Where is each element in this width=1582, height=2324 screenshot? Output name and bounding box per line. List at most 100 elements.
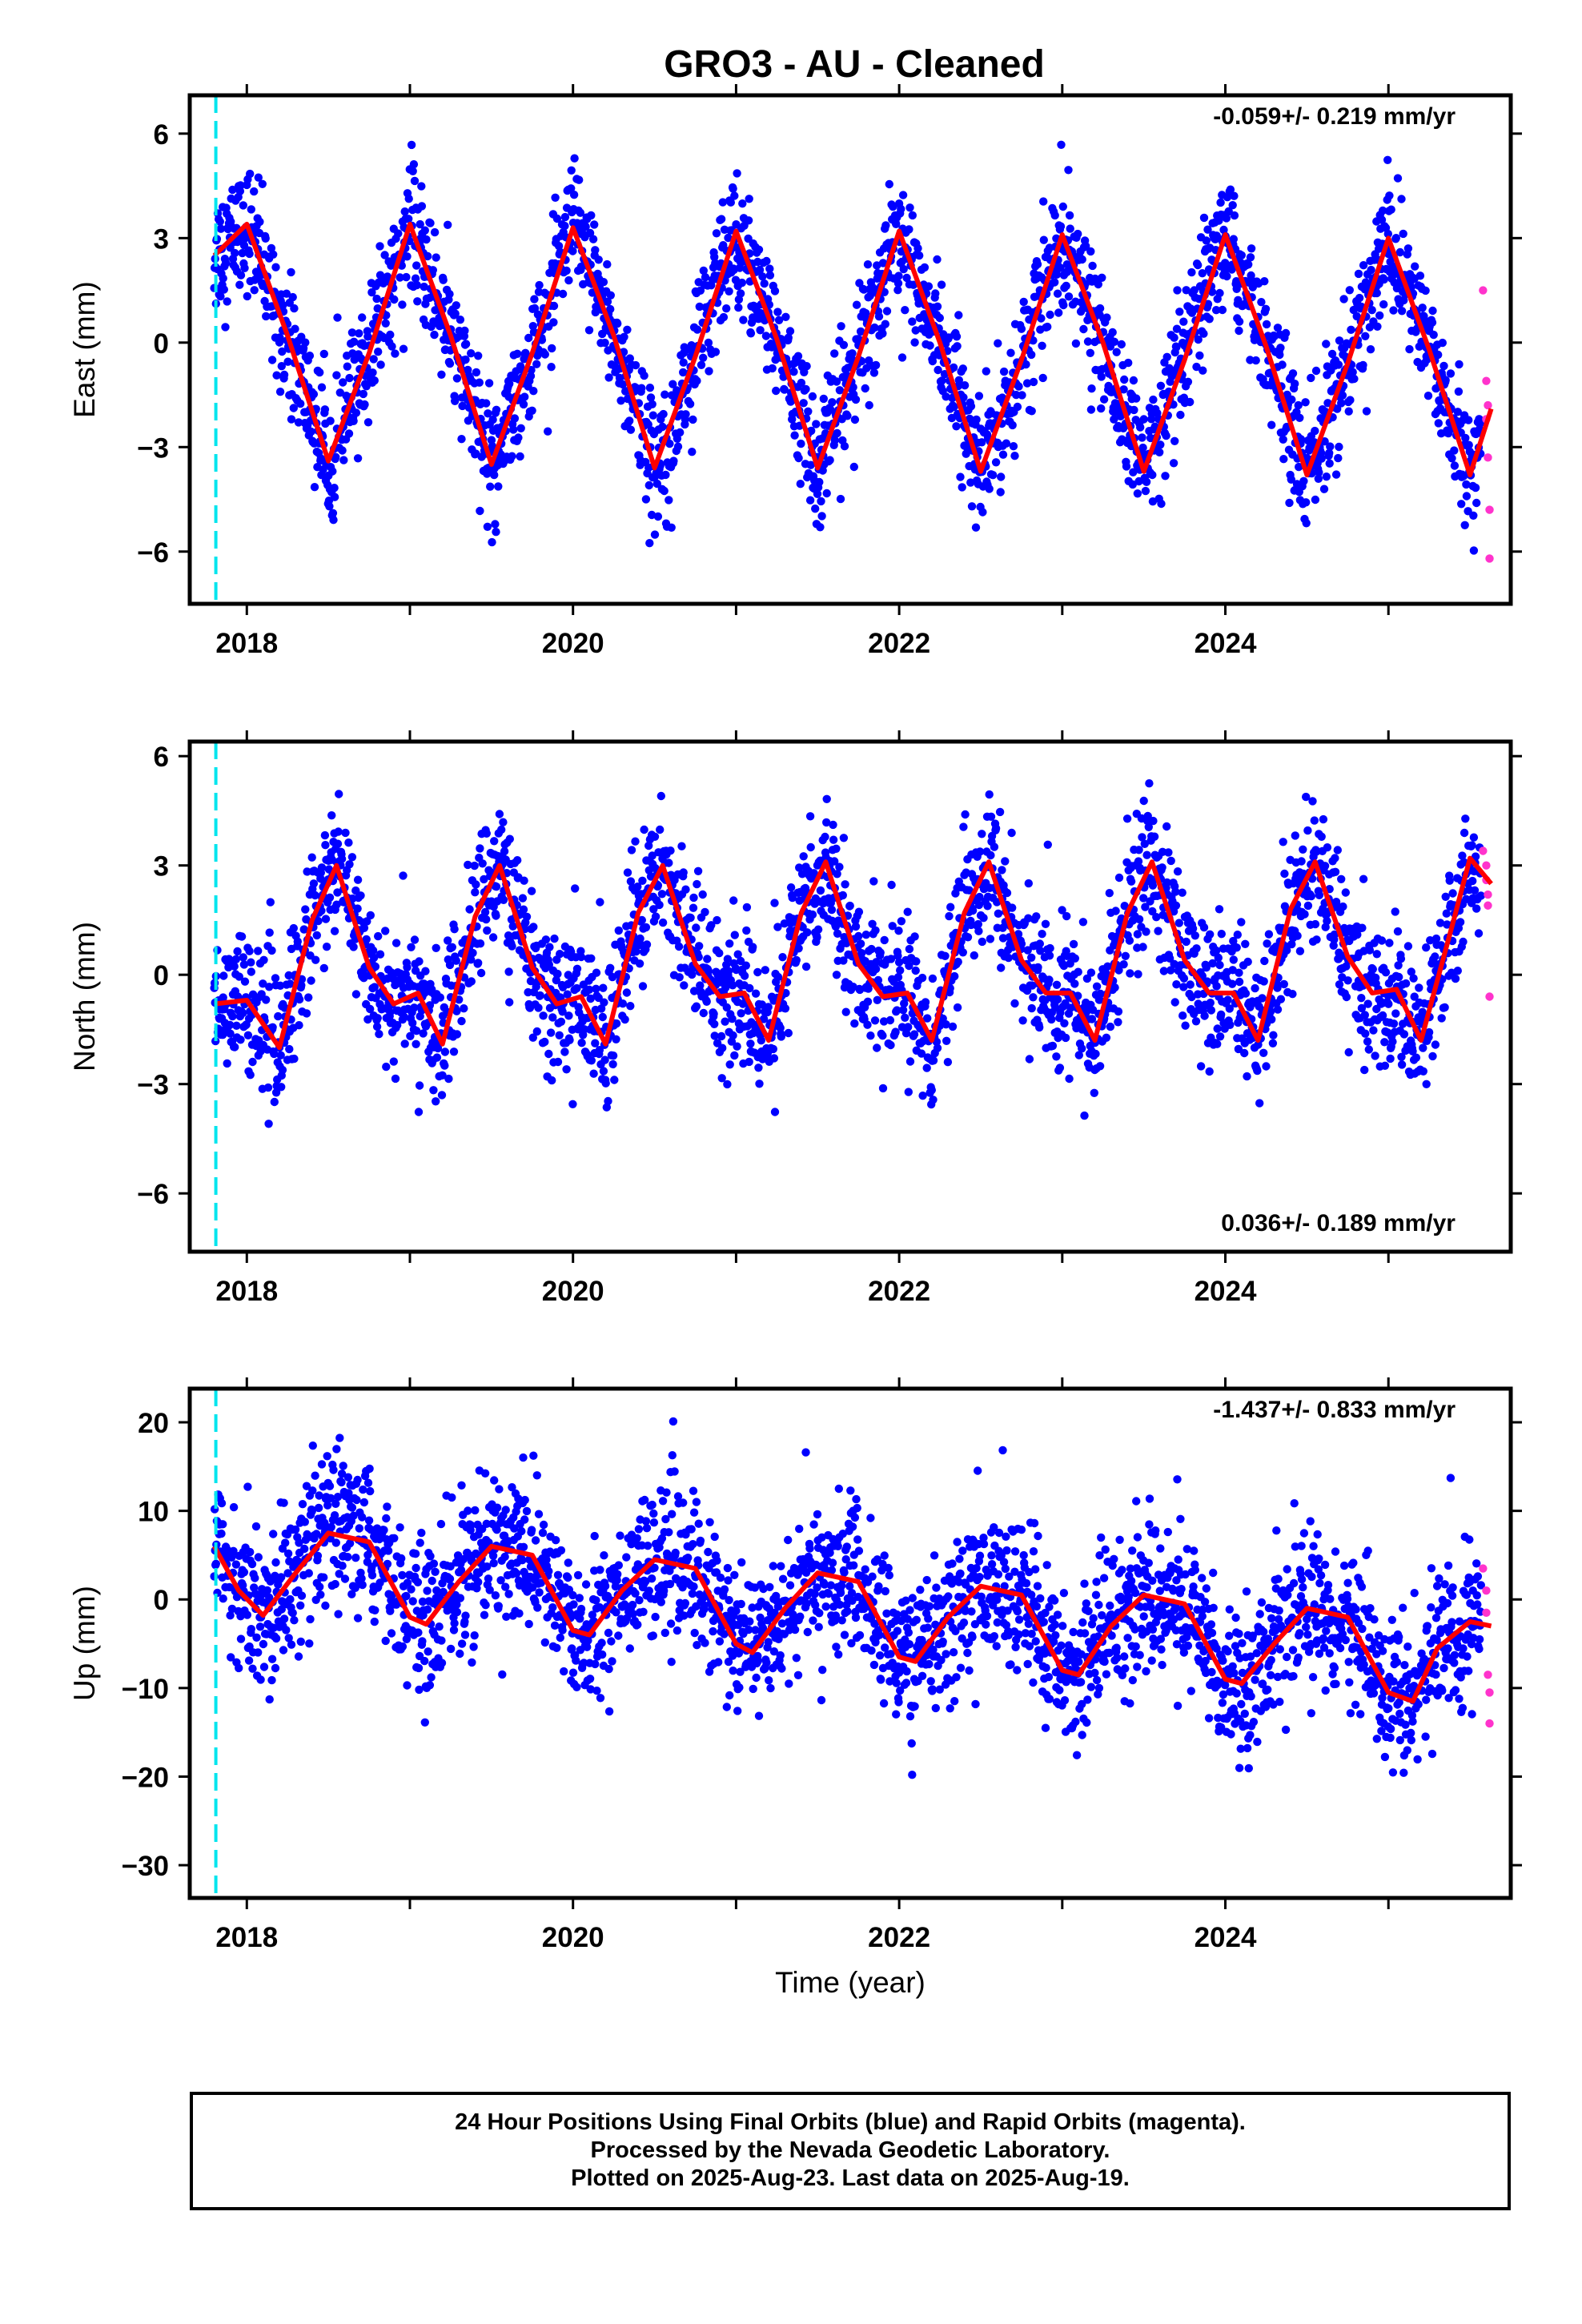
data-point [1211,946,1221,955]
data-point [878,259,888,267]
data-point [795,896,804,905]
data-point [830,857,839,866]
data-point [1148,470,1157,480]
data-point [1138,433,1146,442]
data-point [239,953,247,962]
data-point [1182,286,1191,295]
rapid-point [1479,286,1488,295]
data-point [1050,278,1059,287]
data-point [1319,485,1329,493]
data-point [1266,1007,1275,1016]
data-point [1062,911,1071,921]
data-point [529,387,538,396]
data-point [513,856,522,865]
data-point [319,963,328,973]
data-point [396,273,404,282]
data-point [1334,360,1343,369]
data-point [1059,961,1069,971]
data-point [1378,206,1387,215]
data-point [1121,951,1130,961]
data-point [1359,360,1367,370]
data-point [1217,930,1227,939]
data-point [1027,953,1036,963]
data-point [854,931,863,941]
data-point [508,922,517,931]
data-point [723,955,733,963]
data-point [555,1031,564,1040]
data-point [921,998,930,1007]
data-point [978,508,987,517]
data-point [790,431,799,440]
data-point [464,860,472,870]
data-point [1165,954,1174,963]
data-point [546,1028,556,1037]
data-point [1469,546,1479,555]
data-point [247,967,255,976]
data-point [646,872,656,881]
data-point [1454,387,1464,396]
data-point [759,1015,769,1023]
data-point [452,1007,461,1015]
data-point [1357,994,1366,1003]
data-point [894,271,903,280]
data-point [476,506,484,516]
data-point [640,371,648,380]
data-point [456,316,465,324]
data-point [873,995,882,1005]
data-point [375,242,384,251]
data-point [604,1096,612,1106]
data-point [1385,939,1394,947]
data-point [909,1030,919,1039]
data-point [829,835,838,844]
data-point [1359,261,1368,270]
data-point [652,479,661,489]
data-point [248,1057,257,1067]
data-point [1035,1023,1044,1032]
data-point [645,384,655,392]
data-point [633,883,642,891]
data-point [1294,400,1303,410]
data-point [277,1083,286,1092]
data-point [438,1071,447,1080]
data-point [998,450,1008,459]
data-point [245,249,254,259]
data-point [1224,207,1233,216]
data-point [1295,413,1304,422]
data-point [608,1059,617,1069]
data-point [669,456,678,465]
data-point [813,489,822,498]
data-point [908,211,917,220]
data-point [1200,1011,1209,1020]
data-point [267,243,276,253]
data-point [452,1030,462,1039]
data-point [1439,361,1448,371]
data-point [1230,211,1239,220]
data-point [1037,314,1046,323]
data-point [403,963,412,972]
data-point [1235,326,1243,336]
data-point [1377,936,1387,945]
data-point [1142,477,1151,486]
data-point [1418,304,1427,312]
data-point [568,247,577,255]
data-point [329,516,338,525]
data-point [403,252,412,261]
data-point [508,452,516,460]
data-point [1279,435,1287,444]
data-point [1280,869,1289,879]
data-point [1455,360,1464,369]
data-point [805,812,815,821]
data-point [1260,277,1269,286]
data-point [889,202,897,211]
data-point [686,913,695,923]
rapid-point [1484,453,1492,462]
data-point [1287,395,1296,404]
data-point [1234,1044,1243,1054]
data-point [368,368,377,377]
data-point [1176,410,1185,420]
data-point [1288,369,1298,378]
data-point [796,480,805,489]
data-point [322,943,331,951]
data-point [310,483,319,492]
data-point [369,355,378,364]
